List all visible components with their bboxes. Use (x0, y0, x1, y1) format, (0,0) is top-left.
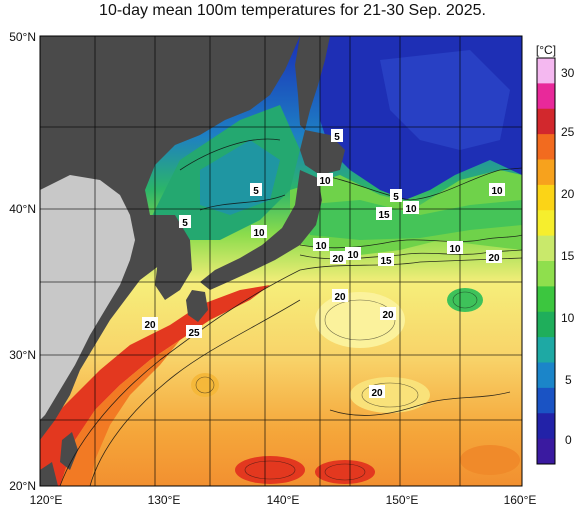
contour-label: 5 (334, 132, 340, 143)
colorbar-tick-label: 15 (561, 249, 575, 263)
colorbar-tick-label: 20 (561, 187, 575, 201)
lon-label-150: 150°E (386, 493, 419, 507)
lon-label-140: 140°E (267, 493, 300, 507)
lat-label-50: 50°N (9, 30, 36, 44)
colorbar-segment (537, 311, 555, 338)
contour-label: 5 (393, 192, 399, 203)
kuroshio-warm-region (40, 285, 270, 486)
colorbar-tick-label: 25 (561, 125, 575, 139)
contour-label: 15 (380, 256, 392, 267)
contour-label: 15 (378, 210, 390, 221)
map-title: 10-day mean 100m temperatures for 21-30 … (99, 2, 486, 19)
colorbar-unit: [°C] (536, 43, 556, 57)
continent-land (40, 36, 300, 440)
colorbar-segment (537, 413, 555, 440)
contour-label: 20 (144, 320, 156, 331)
contour-label: 5 (253, 186, 259, 197)
colorbar-segment (537, 337, 555, 363)
colorbar-ticks: 30 25 20 15 10 5 0 (561, 66, 575, 447)
contour-label: 20 (371, 388, 383, 399)
colorbar-segment (537, 362, 555, 389)
map-frame (39, 35, 523, 487)
colorbar-segment (537, 184, 555, 211)
lat-label-30: 30°N (9, 348, 36, 362)
contour-label: 20 (488, 253, 500, 264)
colorbar-tick-label: 0 (565, 433, 572, 447)
colorbar-frame (536, 57, 556, 465)
lon-label-130: 130°E (148, 493, 181, 507)
contour-label: 5 (182, 218, 188, 229)
map-area (40, 36, 522, 486)
lat-label-40: 40°N (9, 202, 36, 216)
colorbar (537, 58, 555, 465)
graticule (40, 36, 522, 486)
japan-honshu-land (200, 170, 322, 290)
colorbar-segment (537, 134, 555, 160)
colorbar-segment (537, 387, 555, 414)
colorbar-segment (537, 58, 555, 84)
colorbar-segment (537, 235, 555, 262)
contour-label: 10 (491, 186, 503, 197)
colorbar-segment (537, 108, 555, 135)
colorbar-segment (537, 261, 555, 287)
lat-label-20: 20°N (9, 479, 36, 493)
colorbar-tick-label: 10 (561, 311, 575, 325)
colorbar-segment (537, 438, 555, 465)
contour-label: 10 (449, 244, 461, 255)
contour-label: 10 (347, 250, 359, 261)
lon-label-120: 120°E (30, 493, 63, 507)
colorbar-segment (537, 210, 555, 237)
contour-label: 10 (315, 241, 327, 252)
contour-labels: 5 5 5 10 5 10 15 10 10 10 10 20 10 15 20… (142, 129, 505, 399)
colorbar-tick-label: 5 (565, 373, 572, 387)
contour-label: 20 (382, 310, 394, 321)
contour-label: 20 (334, 292, 346, 303)
contour-label: 10 (319, 176, 331, 187)
colorbar-segment (537, 83, 555, 110)
contour-label: 25 (188, 328, 200, 339)
colorbar-segment (537, 159, 555, 186)
contour-label: 20 (332, 254, 344, 265)
colorbar-segment (537, 286, 555, 313)
contour-label: 10 (253, 228, 265, 239)
colorbar-tick-label: 30 (561, 66, 575, 80)
lon-label-160: 160°E (504, 493, 537, 507)
contour-label: 10 (405, 204, 417, 215)
